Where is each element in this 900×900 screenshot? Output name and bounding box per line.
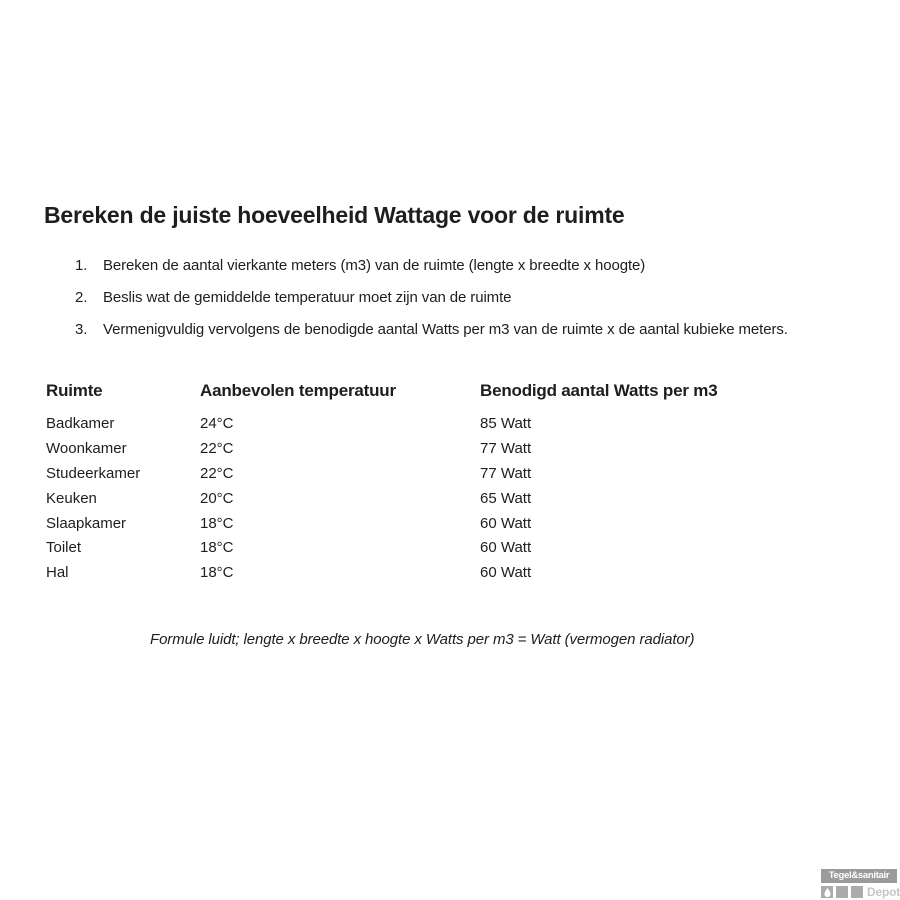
watts-cell: 65 Watt	[480, 489, 532, 507]
table-row: Hal 18°C 60 Watt	[46, 564, 810, 589]
room-cell: Studeerkamer	[46, 464, 141, 482]
instruction-number: 2.	[75, 289, 88, 306]
temperature-cell: 18°C	[200, 514, 234, 532]
brand-logo: Tegel&sanitair Depot	[821, 869, 900, 899]
page-title: Bereken de juiste hoeveelheid Wattage vo…	[44, 202, 625, 228]
column-header-watts: Benodigd aantal Watts per m3	[480, 381, 718, 400]
instruction-number: 3.	[75, 321, 88, 338]
logo-square	[851, 886, 863, 898]
temperature-cell: 18°C	[200, 564, 234, 582]
watts-cell: 60 Watt	[480, 564, 532, 582]
instruction-text: Beslis wat de gemiddelde temperatuur moe…	[103, 289, 512, 306]
table-row: Badkamer 24°C 85 Watt	[46, 415, 810, 440]
brand-subname: Depot	[867, 885, 900, 899]
instruction-text: Bereken de aantal vierkante meters (m3) …	[103, 257, 646, 274]
table-row: Slaapkamer 18°C 60 Watt	[46, 515, 810, 540]
table-header-row: Ruimte Aanbevolen temperatuur Benodigd a…	[46, 381, 810, 415]
temperature-cell: 22°C	[200, 439, 234, 457]
room-cell: Slaapkamer	[46, 514, 127, 532]
table-row: Toilet 18°C 60 Watt	[46, 539, 810, 564]
column-header-temperature: Aanbevolen temperatuur	[200, 381, 396, 400]
water-droplet-icon	[821, 886, 833, 898]
table-row: Studeerkamer 22°C 77 Watt	[46, 465, 810, 490]
formula-text: Formule luidt; lengte x breedte x hoogte…	[150, 631, 695, 648]
temperature-cell: 24°C	[200, 415, 234, 432]
brand-name: Tegel&sanitair	[821, 869, 897, 883]
table-row: Keuken 20°C 65 Watt	[46, 490, 810, 515]
watts-cell: 60 Watt	[480, 514, 532, 532]
instruction-number: 1.	[75, 257, 88, 274]
instruction-item: 2. Beslis wat de gemiddelde temperatuur …	[75, 288, 788, 307]
room-cell: Hal	[46, 564, 69, 582]
table-row: Woonkamer 22°C 77 Watt	[46, 440, 810, 465]
instruction-text: Vermenigvuldig vervolgens de benodigde a…	[103, 321, 788, 338]
logo-square	[836, 886, 848, 898]
wattage-table: Ruimte Aanbevolen temperatuur Benodigd a…	[46, 381, 810, 589]
watts-cell: 77 Watt	[480, 464, 532, 482]
watts-cell: 60 Watt	[480, 539, 532, 557]
room-cell: Toilet	[46, 539, 82, 557]
watts-cell: 77 Watt	[480, 439, 532, 457]
temperature-cell: 20°C	[200, 489, 234, 507]
room-cell: Badkamer	[46, 415, 115, 432]
watts-cell: 85 Watt	[480, 415, 532, 432]
brand-logo-row: Depot	[821, 885, 900, 899]
instruction-list: 1. Bereken de aantal vierkante meters (m…	[75, 256, 788, 352]
room-cell: Keuken	[46, 489, 97, 507]
instruction-item: 1. Bereken de aantal vierkante meters (m…	[75, 256, 788, 275]
instruction-item: 3. Vermenigvuldig vervolgens de benodigd…	[75, 320, 788, 339]
temperature-cell: 18°C	[200, 539, 234, 557]
column-header-room: Ruimte	[46, 381, 103, 400]
room-cell: Woonkamer	[46, 439, 127, 457]
temperature-cell: 22°C	[200, 464, 234, 482]
droplet-glyph	[823, 887, 831, 897]
